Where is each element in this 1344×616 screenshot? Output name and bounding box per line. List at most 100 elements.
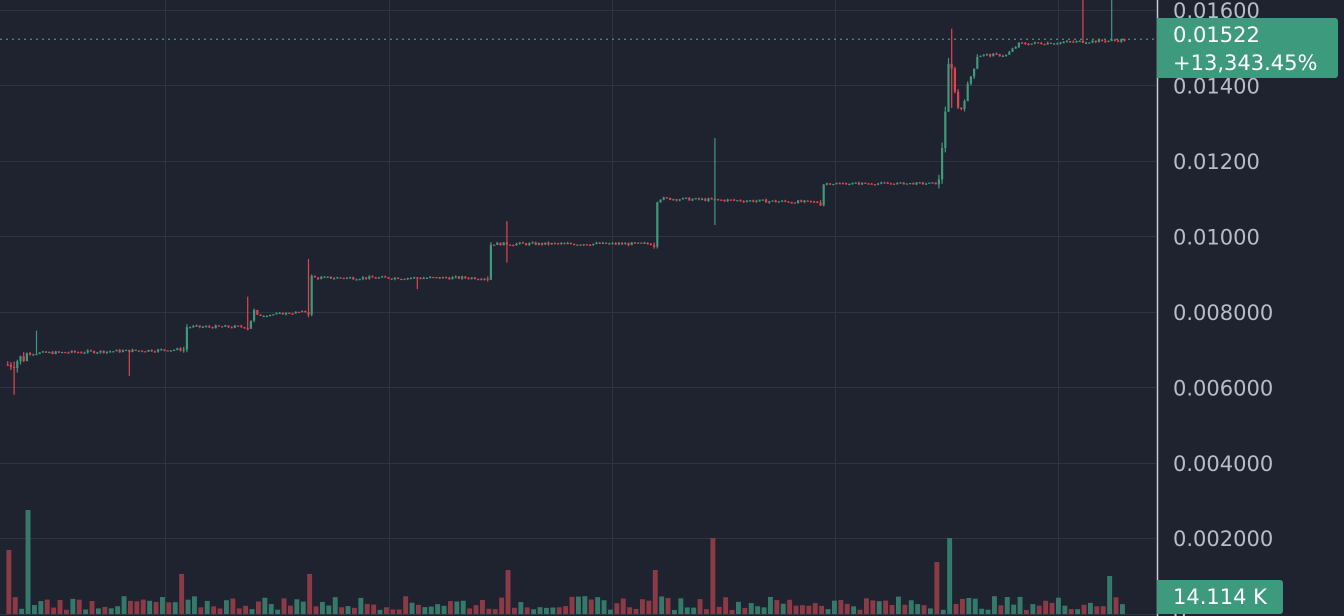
candle-body (515, 243, 518, 246)
candle-body (339, 277, 342, 279)
volume-bar-270 (864, 598, 869, 614)
volume-bar-268 (857, 609, 863, 614)
candle-173 (553, 242, 556, 245)
volume-bar-14 (44, 599, 50, 614)
candle-body (902, 182, 905, 185)
candle-327 (1046, 41, 1049, 45)
candle-body (966, 83, 969, 102)
candle-310 (992, 53, 995, 57)
candle-135 (432, 276, 435, 279)
candle-171 (547, 241, 550, 246)
candle-253 (809, 200, 812, 203)
candle-160 (512, 244, 515, 247)
candle-body (381, 276, 384, 278)
candle-251 (803, 199, 806, 204)
candle-body (285, 312, 288, 315)
candle-body (909, 182, 912, 185)
candle-122 (390, 278, 393, 280)
candle-80 (256, 309, 259, 316)
candle-body (768, 201, 771, 203)
candle-273 (873, 184, 876, 186)
candle-239 (765, 198, 768, 203)
candle-body (1040, 42, 1043, 45)
candle-48 (153, 350, 156, 353)
candle-71 (227, 325, 230, 329)
candle-330 (1056, 42, 1059, 45)
candle-334 (1069, 40, 1072, 43)
candle-body (1037, 42, 1040, 44)
candle-body (777, 201, 780, 203)
volume-bar-8 (25, 510, 31, 614)
candle-body (41, 351, 44, 353)
candle-293 (937, 174, 940, 189)
candle-body (953, 68, 956, 92)
volume-bar-34 (108, 608, 114, 614)
candle-11 (35, 330, 38, 356)
candle-body (336, 277, 339, 279)
volume-bar-48 (153, 601, 159, 614)
volume-bar-58 (185, 599, 191, 614)
candle-body (672, 199, 675, 201)
volume-bar-46 (147, 600, 153, 614)
candle-131 (419, 277, 422, 280)
volume-bar-60 (192, 596, 197, 614)
volume-bar-72 (230, 598, 236, 614)
candle-body (819, 202, 822, 206)
candle-261 (835, 182, 838, 185)
volume-bar-50 (160, 597, 165, 614)
volume-bar-64 (204, 600, 210, 614)
candle-149 (477, 278, 480, 281)
volume-bar-290 (928, 608, 933, 614)
candle-73 (233, 324, 236, 329)
candle-body (877, 183, 880, 185)
candle-body (1059, 42, 1062, 44)
candle-body (544, 242, 547, 245)
candle-220 (704, 197, 707, 202)
candle-299 (957, 89, 960, 109)
candle-307 (982, 54, 985, 57)
candle-282 (902, 182, 905, 185)
candle-138 (441, 276, 444, 279)
candle-176 (563, 242, 566, 245)
candle-248 (793, 202, 796, 204)
volume-bar-172 (550, 607, 556, 614)
candle-body (13, 366, 16, 369)
volume-bar-314 (1004, 596, 1010, 614)
candle-body (1021, 42, 1024, 44)
candle-body (96, 352, 99, 354)
candle-159 (509, 244, 512, 246)
volume-bar-296 (947, 538, 953, 614)
candle-body (22, 356, 25, 362)
candle-245 (784, 199, 787, 203)
candle-314 (1005, 54, 1008, 57)
volume-bar-238 (761, 607, 767, 614)
candle-body (896, 182, 899, 185)
candle-body (406, 278, 409, 280)
candle-body (182, 349, 185, 351)
candle-240 (768, 200, 771, 204)
candle-66 (211, 326, 214, 329)
candle-23 (73, 350, 76, 354)
candle-body (493, 244, 496, 246)
candle-148 (473, 276, 476, 280)
candle-body (393, 277, 396, 280)
candle-body (99, 350, 102, 353)
volume-bar-236 (755, 606, 761, 614)
volume-bar-112 (358, 597, 364, 614)
candle-body (326, 276, 329, 278)
volume-bar-132 (422, 607, 428, 614)
candle-85 (272, 314, 275, 316)
candle-body (93, 350, 96, 354)
candle-119 (381, 275, 384, 278)
candle-152 (486, 276, 489, 282)
candle-32 (102, 350, 105, 354)
candle-body (950, 63, 953, 69)
volume-bar-128 (409, 602, 415, 614)
volume-bar-16 (51, 607, 57, 614)
volume-bar-44 (140, 599, 146, 614)
price-axis[interactable]: 00.0020000.0040000.0060000.0080000.01000… (1173, 0, 1273, 616)
candle-208 (665, 196, 668, 199)
candle-body (166, 350, 169, 352)
